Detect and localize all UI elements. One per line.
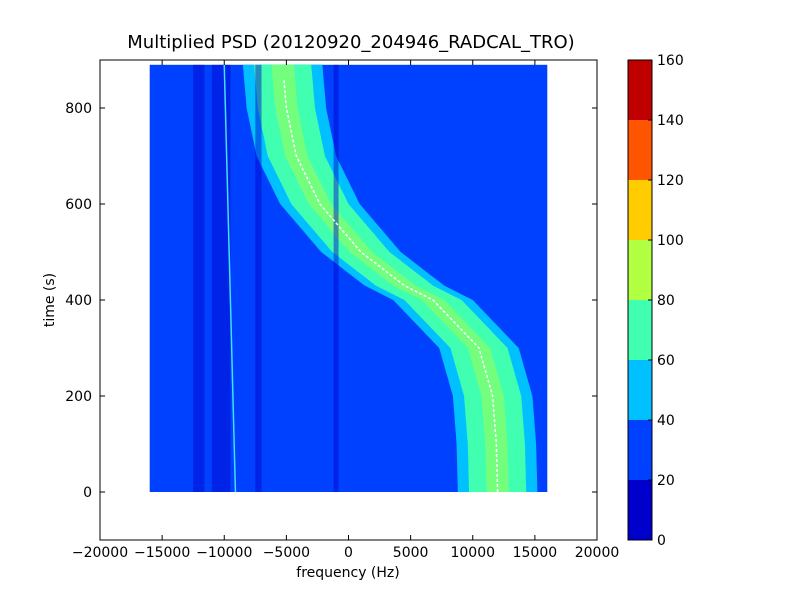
x-tick-label: 0 [344,545,353,561]
colorbar-tick-label: 20 [657,473,675,489]
x-tick-label: 15000 [513,545,558,561]
y-axis-label: time (s) [42,273,58,327]
y-tick-label: 0 [83,485,92,501]
colorbar-segment [628,60,652,120]
colorbar-tick-label: 140 [657,113,684,129]
heatmap-band-80-100 [271,64,509,493]
colorbar-segment [628,420,652,480]
colorbar-tick-label: 120 [657,173,684,189]
heatmap-noise-stripe [221,64,231,493]
heatmap-noise-stripe [211,64,222,493]
x-tick-label: 20000 [575,545,620,561]
colorbar-segment [628,300,652,360]
x-tick-label: 5000 [393,545,429,561]
colorbar-segment [628,120,652,180]
heatmap-slanted-line [223,64,237,493]
x-tick-label: 10000 [450,545,495,561]
colorbar-segment [628,360,652,420]
colorbar-tick-label: 60 [657,353,675,369]
x-tick-label: −20000 [72,545,128,561]
colorbar-tick-label: 80 [657,293,675,309]
colorbar-segment [628,480,652,540]
y-tick-label: 400 [65,293,92,309]
colorbar-tick-label: 160 [657,53,684,69]
heatmap-noise-stripe [193,64,205,493]
colorbar-tick-label: 100 [657,233,684,249]
heatmap-image [149,64,548,493]
colorbar-segment [628,240,652,300]
heatmap-noise-stripe [333,64,339,493]
y-tick-label: 800 [65,101,92,117]
colorbar-tick-label: 40 [657,413,675,429]
y-tick-label: 200 [65,389,92,405]
colorbar: 0 20 40 60 80 100 120 140 160 [627,53,684,549]
chart-title: Multiplied PSD (20120920_204946_RADCAL_T… [127,32,574,53]
heatmap-noise-stripe [255,64,262,493]
colorbar-segment [628,180,652,240]
x-tick-label: −5000 [263,545,310,561]
x-tick-label: −10000 [196,545,252,561]
colorbar-tick-label: 0 [657,533,666,549]
x-tick-label: −15000 [134,545,190,561]
y-axis: 0 200 400 600 800 [65,101,597,501]
x-axis: −20000 −15000 −10000 −5000 0 5000 10000 15000 20… [72,60,619,561]
y-tick-label: 600 [65,197,92,213]
x-axis-label: frequency (Hz) [296,565,399,581]
